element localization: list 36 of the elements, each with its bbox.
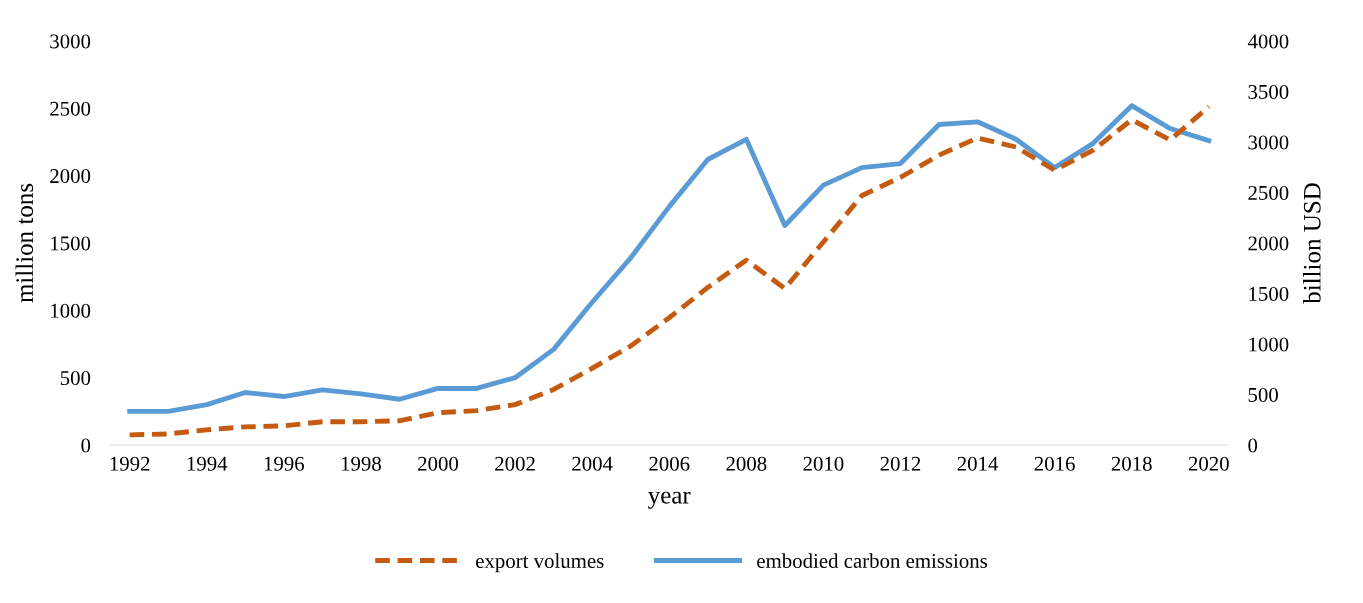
legend-label: embodied carbon emissions [757,553,988,568]
y-tick-label: 2000 [50,169,91,184]
x-tick-label: 2008 [726,456,767,471]
y2-tick-label: 4000 [1247,34,1289,49]
x-tick-label: 2000 [418,456,459,471]
y-tick-label: 2500 [50,101,91,116]
y2-tick-label: 2000 [1248,236,1289,251]
y-tick-label: 1500 [51,236,91,251]
y-axis-title: million tons [15,183,34,303]
y2-tick-label: 500 [1248,387,1278,402]
legend-label: export volumes [476,553,604,573]
y-tick-label: 500 [60,371,91,386]
x-tick-label: 2016 [1034,456,1075,471]
x-axis-title: year [648,491,691,509]
x-tick-label: 2012 [880,456,921,471]
y2-tick-label: 0 [1248,438,1258,453]
x-tick-label: 2002 [495,456,535,471]
x-tick-label: 2020 [1188,456,1229,471]
x-tick-label: 2006 [649,456,690,471]
x-tick-label: 2018 [1111,456,1152,471]
y-tick-label: 0 [81,438,91,453]
y2-axis-title: billion USD [1303,183,1321,304]
x-tick-label: 1992 [110,456,150,471]
y2-tick-label: 1500 [1249,286,1289,301]
x-tick-label: 1994 [187,456,228,471]
x-tick-label: 1996 [264,456,305,471]
y2-tick-label: 1000 [1249,337,1289,352]
y2-tick-label: 2500 [1248,185,1289,200]
x-tick-label: 2010 [803,456,844,471]
x-tick-label: 2014 [957,456,999,471]
y-tick-label: 1000 [51,303,91,318]
x-tick-label: 1998 [341,456,381,471]
y2-tick-label: 3000 [1248,135,1289,150]
x-tick-label: 2004 [572,456,613,471]
y2-tick-label: 3500 [1248,84,1289,99]
y-tick-label: 3000 [50,34,91,49]
